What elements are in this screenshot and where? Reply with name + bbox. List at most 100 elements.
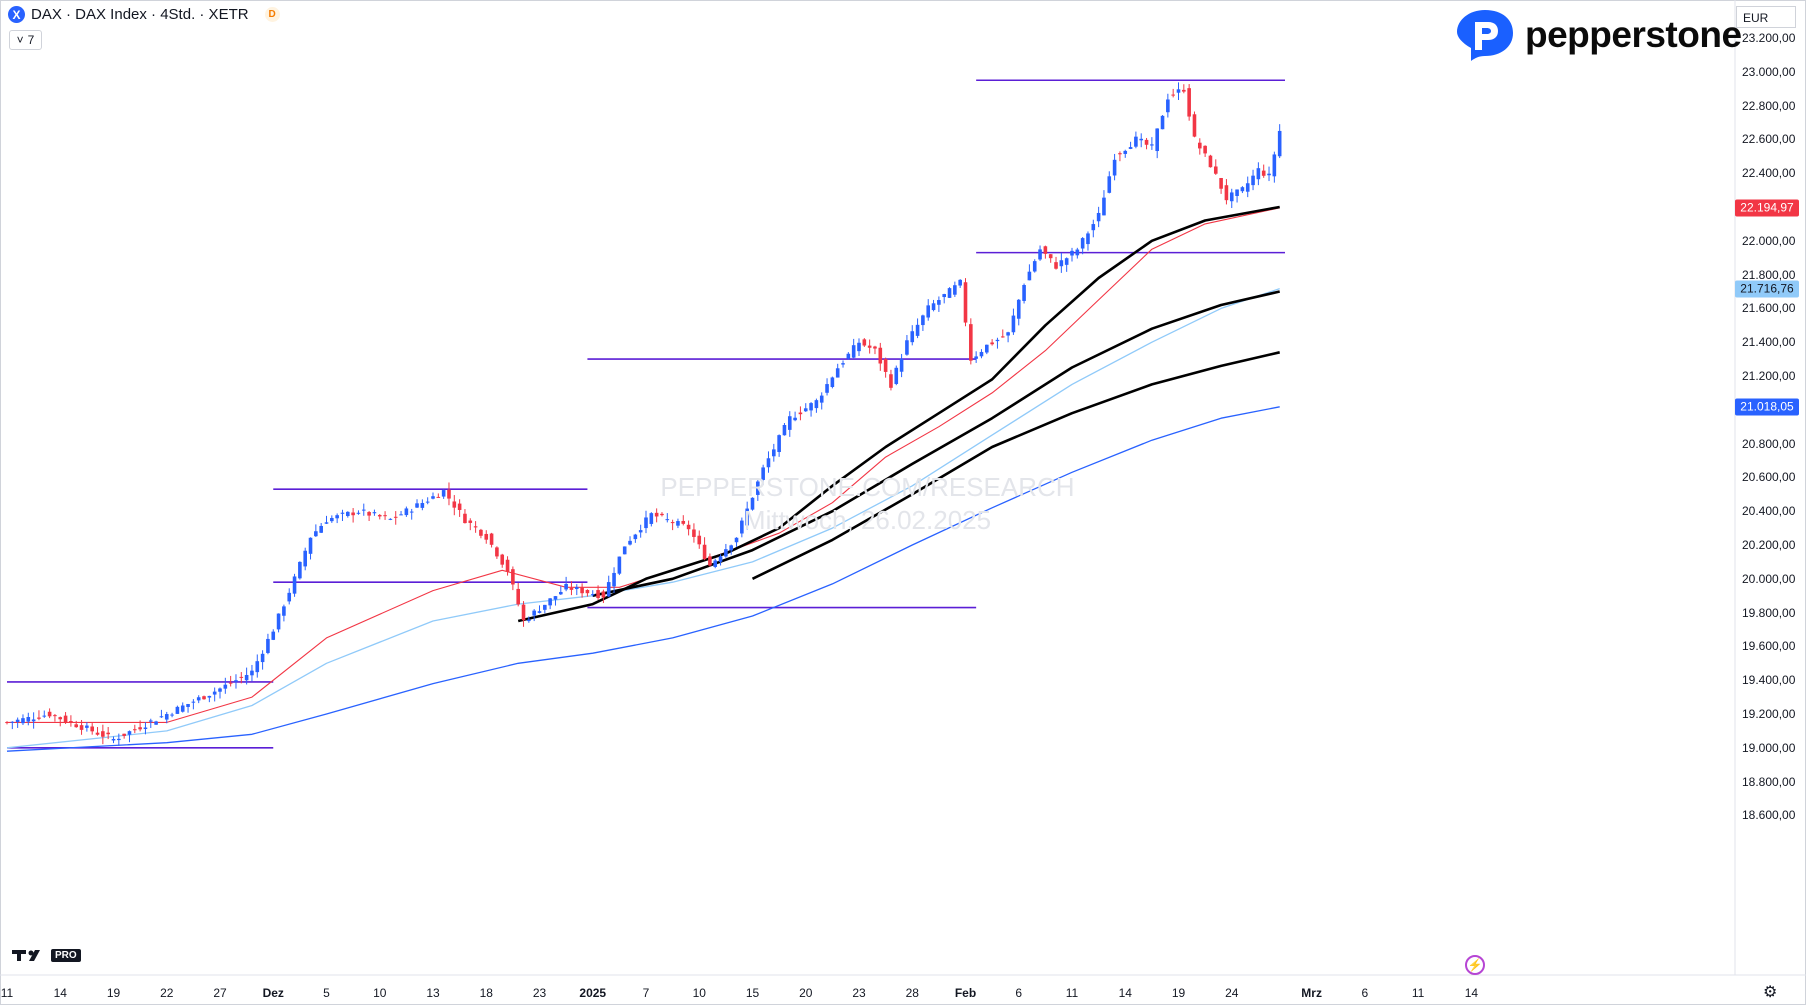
candle-up bbox=[772, 449, 776, 457]
candle-up bbox=[628, 540, 632, 545]
candle-up bbox=[740, 520, 744, 534]
y-tick-label: 20.600,00 bbox=[1742, 470, 1796, 485]
y-tick-label: 21.400,00 bbox=[1742, 335, 1796, 350]
candle-down bbox=[484, 533, 489, 540]
watermark-line-2: Mittwoch, 26.02.2025 bbox=[743, 505, 992, 535]
tradingview-logo[interactable]: PRO bbox=[12, 948, 81, 962]
candle-up bbox=[766, 458, 771, 468]
x-tick-label: 27 bbox=[213, 986, 227, 1000]
candle-up bbox=[1240, 187, 1245, 192]
x-tick-label: 23 bbox=[532, 986, 547, 1000]
x-tick-label: 11 bbox=[1065, 986, 1079, 1000]
candle-up bbox=[590, 594, 595, 596]
x-tick-label: 15 bbox=[745, 986, 760, 1000]
candle-up bbox=[117, 738, 121, 741]
candle-up bbox=[409, 511, 414, 513]
candle-up bbox=[415, 503, 419, 508]
delayed-data-badge[interactable]: D bbox=[264, 7, 280, 22]
price-label-badge: 22.194,97 bbox=[1735, 199, 1799, 217]
y-tick-label: 23.200,00 bbox=[1742, 31, 1796, 45]
candle-up bbox=[255, 661, 260, 673]
candle-up bbox=[1086, 233, 1090, 245]
candle-down bbox=[447, 489, 451, 499]
candle-up bbox=[298, 561, 302, 579]
candle-up bbox=[947, 288, 952, 298]
candle-up bbox=[31, 719, 36, 722]
candle-up bbox=[1096, 212, 1101, 222]
candle-up bbox=[1011, 315, 1016, 333]
y-tick-label: 22.400,00 bbox=[1742, 166, 1796, 181]
candle-down bbox=[393, 516, 398, 518]
flash-icon[interactable]: ⚡ bbox=[1465, 955, 1485, 975]
candle-up bbox=[1038, 249, 1042, 260]
candle-down bbox=[79, 725, 84, 730]
candle-up bbox=[622, 546, 627, 555]
candle-down bbox=[702, 544, 707, 560]
candle-up bbox=[250, 670, 254, 676]
candle-down bbox=[228, 682, 233, 684]
y-tick-label: 20.200,00 bbox=[1742, 538, 1796, 552]
candle-up bbox=[665, 519, 670, 521]
candle-down bbox=[500, 554, 505, 565]
candle-up bbox=[1176, 89, 1181, 93]
candle-up bbox=[958, 279, 962, 286]
candle-down bbox=[106, 732, 110, 735]
candle-up bbox=[244, 674, 249, 681]
candle-up bbox=[1107, 176, 1112, 193]
candle-down bbox=[468, 520, 473, 523]
candle-down bbox=[596, 590, 600, 599]
candle-up bbox=[218, 688, 222, 692]
candle-up bbox=[537, 611, 542, 613]
candle-up bbox=[559, 591, 563, 595]
candle-up bbox=[894, 367, 899, 384]
symbol-icon: X bbox=[8, 6, 25, 23]
x-tick-label: 13 bbox=[426, 986, 440, 1000]
candle-up bbox=[372, 512, 377, 514]
chart-legend-header[interactable]: X DAX · DAX Index · 4Std. · XETR D bbox=[8, 6, 280, 23]
candle-down bbox=[681, 520, 686, 524]
x-tick-label: 7 bbox=[642, 986, 650, 1000]
candle-up bbox=[1139, 138, 1144, 141]
candle-up bbox=[1027, 271, 1032, 281]
candle-down bbox=[1118, 153, 1122, 155]
candle-up bbox=[10, 721, 15, 723]
pepperstone-mark-icon bbox=[1457, 10, 1513, 61]
x-tick-label: 28 bbox=[905, 986, 919, 1000]
indicators-count: 7 bbox=[27, 33, 35, 47]
candle-up bbox=[234, 680, 238, 682]
candle-down bbox=[1203, 145, 1207, 154]
candle-up bbox=[1235, 189, 1239, 196]
chevron-down-icon: ˅ bbox=[16, 33, 24, 47]
candle-down bbox=[654, 512, 659, 517]
candle-down bbox=[692, 529, 696, 537]
candle-up bbox=[819, 395, 824, 403]
candle-up bbox=[787, 416, 792, 430]
candle-down bbox=[53, 715, 57, 717]
candle-down bbox=[367, 512, 371, 516]
candle-up bbox=[1102, 197, 1106, 216]
candle-down bbox=[1171, 94, 1175, 96]
candle-up bbox=[532, 610, 536, 616]
candle-up bbox=[159, 716, 164, 718]
candle-down bbox=[1043, 246, 1048, 254]
candle-down bbox=[867, 345, 872, 348]
candle-up bbox=[644, 517, 648, 529]
candle-down bbox=[516, 588, 520, 605]
candle-up bbox=[191, 701, 196, 703]
indicators-toggle[interactable]: ˅ 7 bbox=[9, 30, 42, 50]
currency-selector[interactable]: EUR bbox=[1736, 6, 1796, 28]
candle-down bbox=[862, 339, 867, 346]
candle-down bbox=[5, 722, 9, 724]
gear-icon[interactable]: ⚙ bbox=[1763, 984, 1778, 1001]
candle-down bbox=[133, 729, 137, 731]
y-tick-label: 20.000,00 bbox=[1742, 571, 1796, 586]
x-tick-label: 20 bbox=[799, 986, 813, 1000]
tradingview-mark-icon bbox=[12, 950, 40, 961]
candle-down bbox=[889, 374, 893, 388]
symbol-title[interactable]: DAX · DAX Index · 4Std. · XETR bbox=[31, 6, 249, 23]
candle-up bbox=[974, 356, 978, 359]
y-tick-label: 19.000,00 bbox=[1742, 740, 1796, 755]
candle-up bbox=[1256, 168, 1261, 180]
candle-down bbox=[873, 346, 877, 349]
